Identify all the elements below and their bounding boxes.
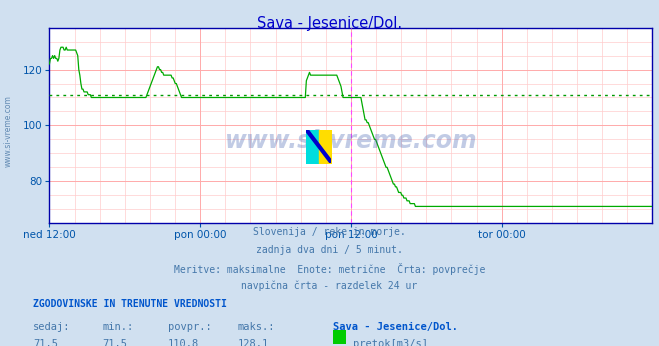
Text: 110,8: 110,8 [168,339,199,346]
Text: Slovenija / reke in morje.: Slovenija / reke in morje. [253,227,406,237]
Text: 71,5: 71,5 [102,339,127,346]
Text: Meritve: maksimalne  Enote: metrične  Črta: povprečje: Meritve: maksimalne Enote: metrične Črta… [174,263,485,275]
Text: Sava - Jesenice/Dol.: Sava - Jesenice/Dol. [257,16,402,30]
Text: 71,5: 71,5 [33,339,58,346]
Text: 128,1: 128,1 [237,339,268,346]
Text: min.:: min.: [102,322,133,332]
Text: www.si-vreme.com: www.si-vreme.com [3,95,13,167]
Text: maks.:: maks.: [237,322,275,332]
Text: navpična črta - razdelek 24 ur: navpična črta - razdelek 24 ur [241,281,418,291]
Text: ZGODOVINSKE IN TRENUTNE VREDNOSTI: ZGODOVINSKE IN TRENUTNE VREDNOSTI [33,299,227,309]
Text: www.si-vreme.com: www.si-vreme.com [225,129,477,153]
Text: Sava - Jesenice/Dol.: Sava - Jesenice/Dol. [333,322,458,332]
Text: zadnja dva dni / 5 minut.: zadnja dva dni / 5 minut. [256,245,403,255]
Text: pretok[m3/s]: pretok[m3/s] [353,339,428,346]
Text: povpr.:: povpr.: [168,322,212,332]
Text: sedaj:: sedaj: [33,322,71,332]
